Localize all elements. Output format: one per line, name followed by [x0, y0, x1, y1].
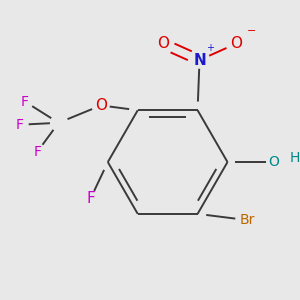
Text: F: F [21, 94, 29, 109]
Text: F: F [16, 118, 24, 132]
Text: H: H [290, 151, 300, 165]
Text: −: − [247, 26, 256, 36]
Text: F: F [86, 191, 95, 206]
Text: +: + [206, 43, 214, 52]
Text: O: O [95, 98, 107, 113]
Text: Br: Br [240, 213, 256, 227]
Text: O: O [157, 36, 169, 51]
Text: O: O [268, 155, 279, 169]
Text: N: N [193, 52, 206, 68]
Text: F: F [33, 145, 41, 159]
Text: O: O [230, 36, 242, 51]
